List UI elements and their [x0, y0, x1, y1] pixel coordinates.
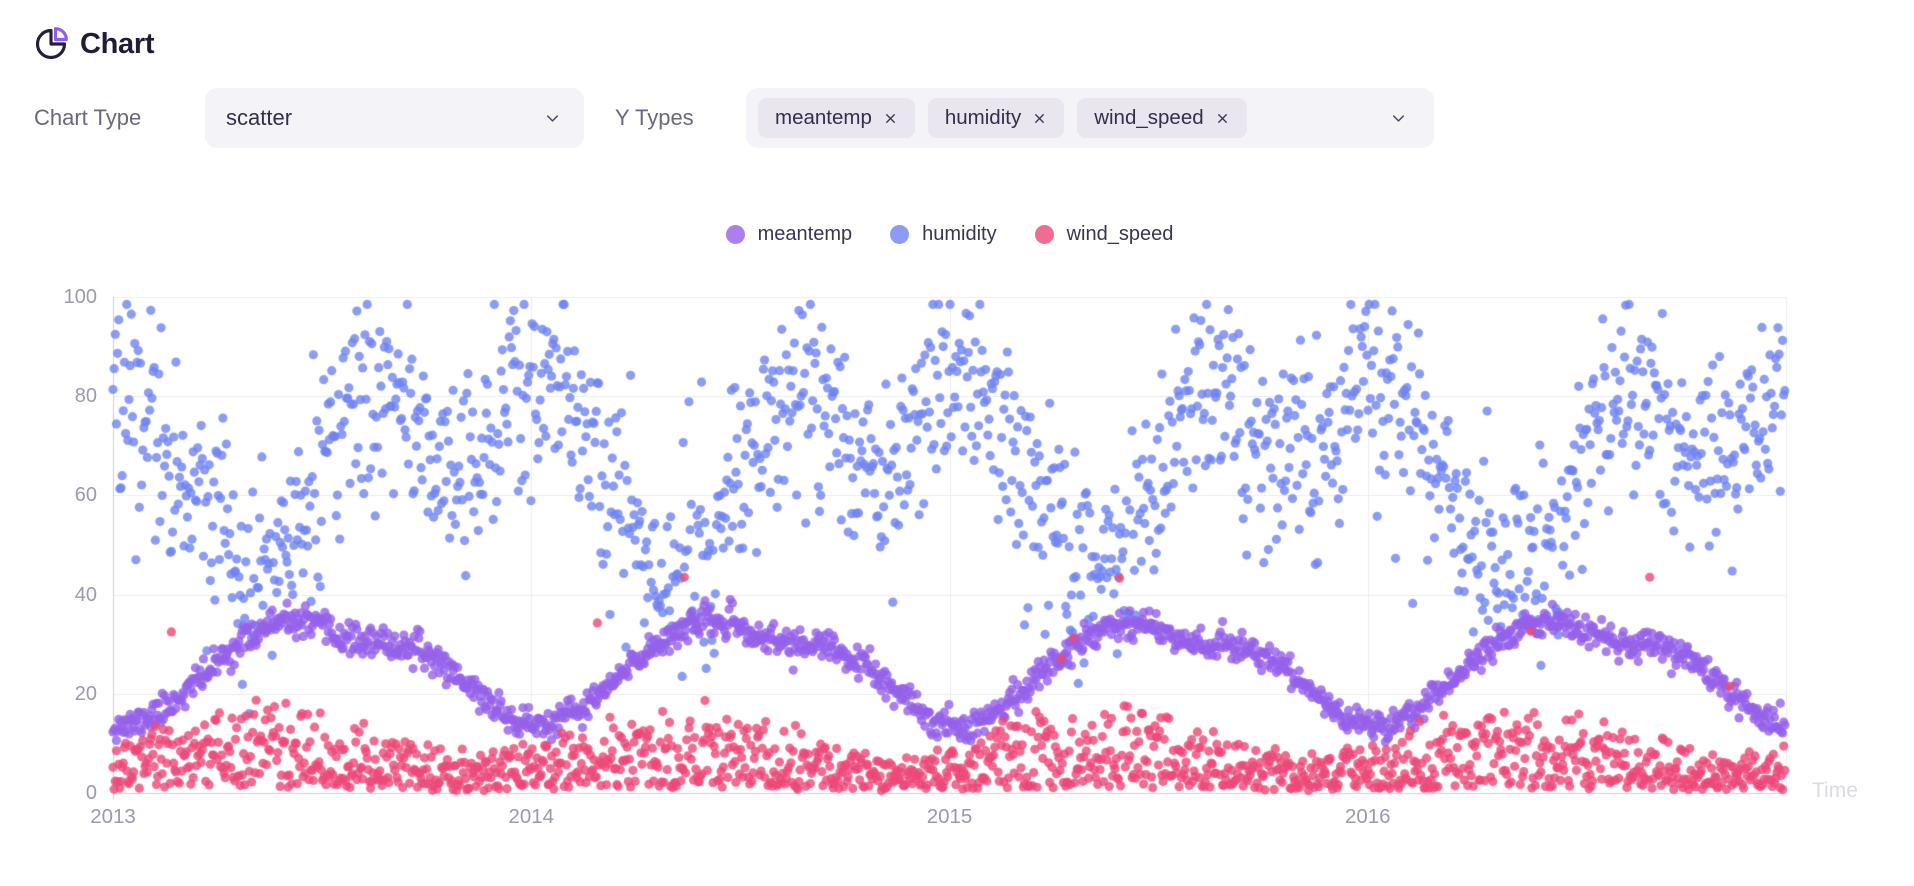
- x-axis-tick-label: 2015: [926, 805, 973, 828]
- chevron-down-icon: [1392, 114, 1405, 122]
- remove-tag-icon[interactable]: [1215, 111, 1230, 126]
- legend-item[interactable]: meantemp: [725, 223, 853, 246]
- y-type-tag: humidity: [927, 98, 1065, 138]
- x-axis-tick-label: 2013: [90, 805, 136, 828]
- chart-legend: meantemp humidity wind_speed: [113, 221, 1786, 248]
- x-axis-tick-label: 2014: [508, 805, 555, 828]
- y-axis-tick-label: 100: [63, 286, 97, 308]
- page-title: Chart: [80, 27, 155, 60]
- x-axis-title: Time: [1812, 779, 1858, 802]
- y-axis-tick-label: 20: [74, 682, 97, 705]
- y-types-select[interactable]: meantemp humidity wind_speed: [746, 88, 1434, 148]
- y-axis-tick-label: 0: [85, 782, 97, 804]
- y-axis-tick-label: 40: [74, 583, 97, 606]
- y-type-tag-label: humidity: [944, 106, 1022, 129]
- chevron-down-icon: [546, 114, 559, 122]
- legend-item[interactable]: wind_speed: [1034, 223, 1174, 246]
- y-type-tag: wind_speed: [1077, 98, 1247, 138]
- pie-chart-icon: [35, 27, 68, 60]
- legend-label: meantemp: [757, 223, 853, 245]
- x-axis-tick-label: 2016: [1344, 805, 1391, 828]
- page-header: Chart: [33, 26, 155, 62]
- y-types-label: Y Types: [615, 105, 694, 130]
- legend-label: wind_speed: [1066, 223, 1174, 245]
- legend-swatch: [1034, 225, 1054, 244]
- y-axis-tick-label: 80: [74, 385, 97, 408]
- remove-tag-icon[interactable]: [883, 111, 898, 126]
- scatter-plot-canvas[interactable]: [0, 230, 1914, 886]
- legend-swatch: [890, 225, 910, 244]
- chart-type-label: Chart Type: [34, 105, 142, 130]
- legend-swatch: [725, 225, 745, 244]
- y-type-tag-label: meantemp: [775, 106, 872, 129]
- y-type-tag-label: wind_speed: [1094, 106, 1204, 129]
- chart-controls: Chart Type scatter Y Types meantemp humid…: [0, 88, 1914, 148]
- legend-label: humidity: [922, 223, 997, 245]
- chart-type-select[interactable]: scatter: [205, 88, 584, 148]
- y-axis-tick-label: 60: [74, 484, 97, 507]
- chart-type-value: scatter: [226, 105, 293, 130]
- y-type-tag: meantemp: [758, 98, 915, 138]
- legend-item[interactable]: humidity: [890, 223, 997, 246]
- remove-tag-icon[interactable]: [1032, 111, 1047, 126]
